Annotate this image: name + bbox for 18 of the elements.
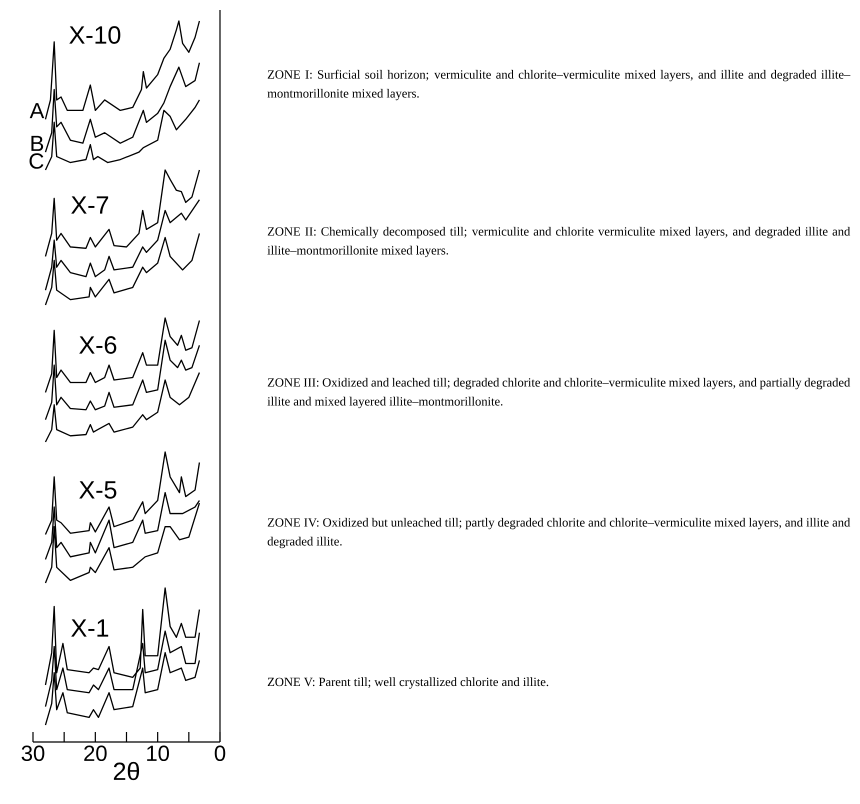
x-axis-title: 2θ <box>114 762 140 780</box>
chart-title: X-10 <box>69 26 120 44</box>
text: X-5 <box>79 481 116 499</box>
series-label: A <box>30 103 44 118</box>
text: ZONE IV: Oxidized but unleached till; partly degraded chlorite and chlorite–vermiculite mixed layers, and illite and degraded illite. <box>268 518 850 548</box>
x-tick-label: 0 <box>214 746 226 762</box>
x-tick-label: 30 <box>22 746 44 762</box>
series-label: C <box>30 153 44 169</box>
x-tick-label: 10 <box>147 746 169 762</box>
text: X-1 <box>71 619 108 637</box>
text: ZONE III: Oxidized and leached till; degraded chlorite and chlorite–vermiculite mixed layers, and partially degraded illite and mixed layered illite–montmorillonite. <box>267 378 850 408</box>
text: ZONE II: Chemically decomposed till; vermiculite and chlorite vermiculite mixed layers, and degraded illite and illite–montmorillonite mixed layers. <box>267 226 850 258</box>
text: X-6 <box>79 336 116 354</box>
text: X-7 <box>71 196 108 214</box>
series-label: B <box>31 136 44 151</box>
text: ZONE V: Parent till; well crystallized chlorite and illite. <box>268 677 548 689</box>
text: ZONE I: Surficial soil horizon; vermiculite and chlorite–vermiculite mixed layers, and illite and degraded illite–montmorillonite mixed layers. <box>267 70 850 100</box>
x-tick-label: 20 <box>84 746 107 762</box>
